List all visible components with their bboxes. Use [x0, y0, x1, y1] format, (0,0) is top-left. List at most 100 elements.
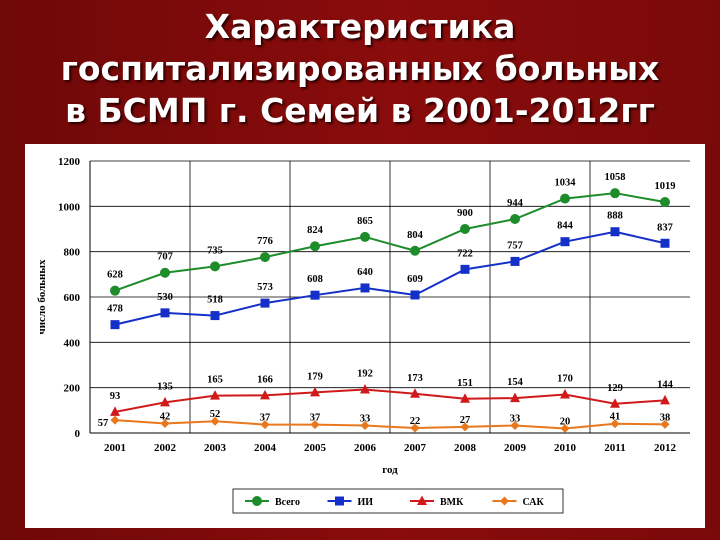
data-label: 888	[607, 211, 623, 222]
data-label: 37	[260, 413, 271, 424]
data-point	[310, 290, 320, 300]
data-point	[310, 241, 320, 252]
data-label: 900	[457, 208, 473, 219]
data-label: 20	[560, 416, 571, 427]
data-label: 42	[160, 411, 171, 422]
data-label: 1034	[555, 178, 577, 189]
data-label: 41	[610, 412, 621, 423]
x-tick-label: 2003	[204, 442, 227, 454]
y-axis-label: число больных	[36, 259, 48, 334]
x-tick-label: 2012	[654, 442, 677, 454]
data-label: 37	[310, 413, 321, 424]
data-label: 844	[557, 221, 574, 232]
data-point	[360, 231, 370, 242]
data-point	[110, 406, 120, 416]
data-point	[460, 422, 470, 432]
data-label: 628	[107, 270, 123, 281]
data-label: 173	[407, 373, 423, 384]
data-label: 944	[507, 198, 524, 209]
data-label: 144	[657, 379, 674, 390]
x-tick-label: 2006	[354, 442, 377, 454]
data-point	[210, 416, 220, 426]
data-label: 478	[107, 304, 123, 315]
x-tick-label: 2007	[404, 442, 427, 454]
y-tick-label: 400	[64, 337, 81, 349]
x-tick-label: 2001	[104, 442, 126, 454]
data-point	[260, 389, 270, 400]
legend-label: ВМК	[440, 497, 464, 508]
legend-label: ИИ	[358, 497, 374, 508]
data-point	[510, 421, 520, 431]
data-label: 707	[157, 252, 173, 263]
data-label: 1058	[605, 172, 626, 183]
data-label: 151	[457, 378, 473, 389]
data-label: 179	[307, 371, 323, 382]
data-label: 93	[110, 391, 121, 402]
data-point	[310, 420, 320, 430]
data-label: 776	[257, 236, 273, 247]
data-label: 154	[507, 377, 524, 388]
legend-marker	[252, 496, 262, 506]
data-point	[160, 396, 170, 407]
line-chart: 0 200 400 600 800 1000 1200 2001 2002 2003 2004 200…	[36, 156, 690, 514]
x-tick-label: 2002	[154, 442, 177, 454]
data-label: 518	[207, 295, 223, 306]
data-label: 824	[307, 225, 324, 236]
data-point	[410, 423, 420, 433]
legend-marker	[500, 496, 509, 506]
data-point	[610, 188, 620, 199]
data-point	[460, 393, 470, 403]
data-point	[110, 415, 120, 425]
data-label: 837	[657, 222, 673, 233]
data-label: 170	[557, 373, 573, 384]
legend-marker	[335, 496, 344, 506]
data-point	[110, 285, 120, 296]
data-point	[510, 214, 520, 225]
y-tick-label: 600	[64, 292, 81, 304]
y-tick-label: 1000	[58, 201, 81, 213]
data-label: 804	[407, 230, 424, 241]
data-point	[560, 423, 570, 433]
data-label: 38	[660, 412, 671, 423]
data-label: 135	[157, 381, 173, 392]
title-line-3: в БСМП г. Семей в 2001-2012гг	[65, 91, 655, 130]
legend-label: САК	[523, 497, 545, 508]
data-point	[610, 227, 620, 237]
data-point	[410, 245, 420, 256]
data-point	[360, 383, 370, 394]
x-tick-label: 2008	[454, 442, 477, 454]
chart-panel: 0 200 400 600 800 1000 1200 2001 2002 2003 2004 200…	[25, 144, 705, 528]
title-line-2: госпитализированных больных	[60, 49, 660, 88]
data-point	[410, 388, 420, 398]
data-point	[660, 394, 670, 405]
data-point	[660, 419, 670, 429]
data-label: 22	[410, 416, 421, 427]
data-point	[460, 264, 470, 274]
data-label: 27	[460, 415, 471, 426]
data-label: 530	[157, 292, 173, 303]
data-point	[460, 224, 470, 234]
x-tick-label: 2011	[604, 442, 625, 454]
series-line-4	[114, 419, 666, 430]
data-point	[310, 386, 320, 397]
data-point	[610, 398, 620, 408]
data-label: 640	[357, 267, 373, 278]
data-point	[410, 290, 420, 300]
data-point	[210, 390, 220, 400]
data-point	[160, 308, 170, 318]
data-label: 165	[207, 375, 223, 386]
data-point	[660, 238, 670, 248]
legend-marker	[417, 495, 427, 505]
data-label: 735	[207, 245, 223, 256]
data-label: 192	[357, 368, 373, 379]
data-point	[260, 298, 270, 308]
data-label: 33	[360, 414, 371, 425]
data-point	[210, 261, 220, 272]
slide-title: Характеристика госпитализированных больн…	[0, 6, 720, 132]
series-line-2	[114, 230, 666, 326]
x-tick-label: 2005	[304, 442, 327, 454]
data-point	[110, 320, 120, 330]
legend-label: Всего	[275, 497, 300, 508]
x-tick-label: 2009	[504, 442, 527, 454]
data-label: 57	[98, 418, 109, 429]
